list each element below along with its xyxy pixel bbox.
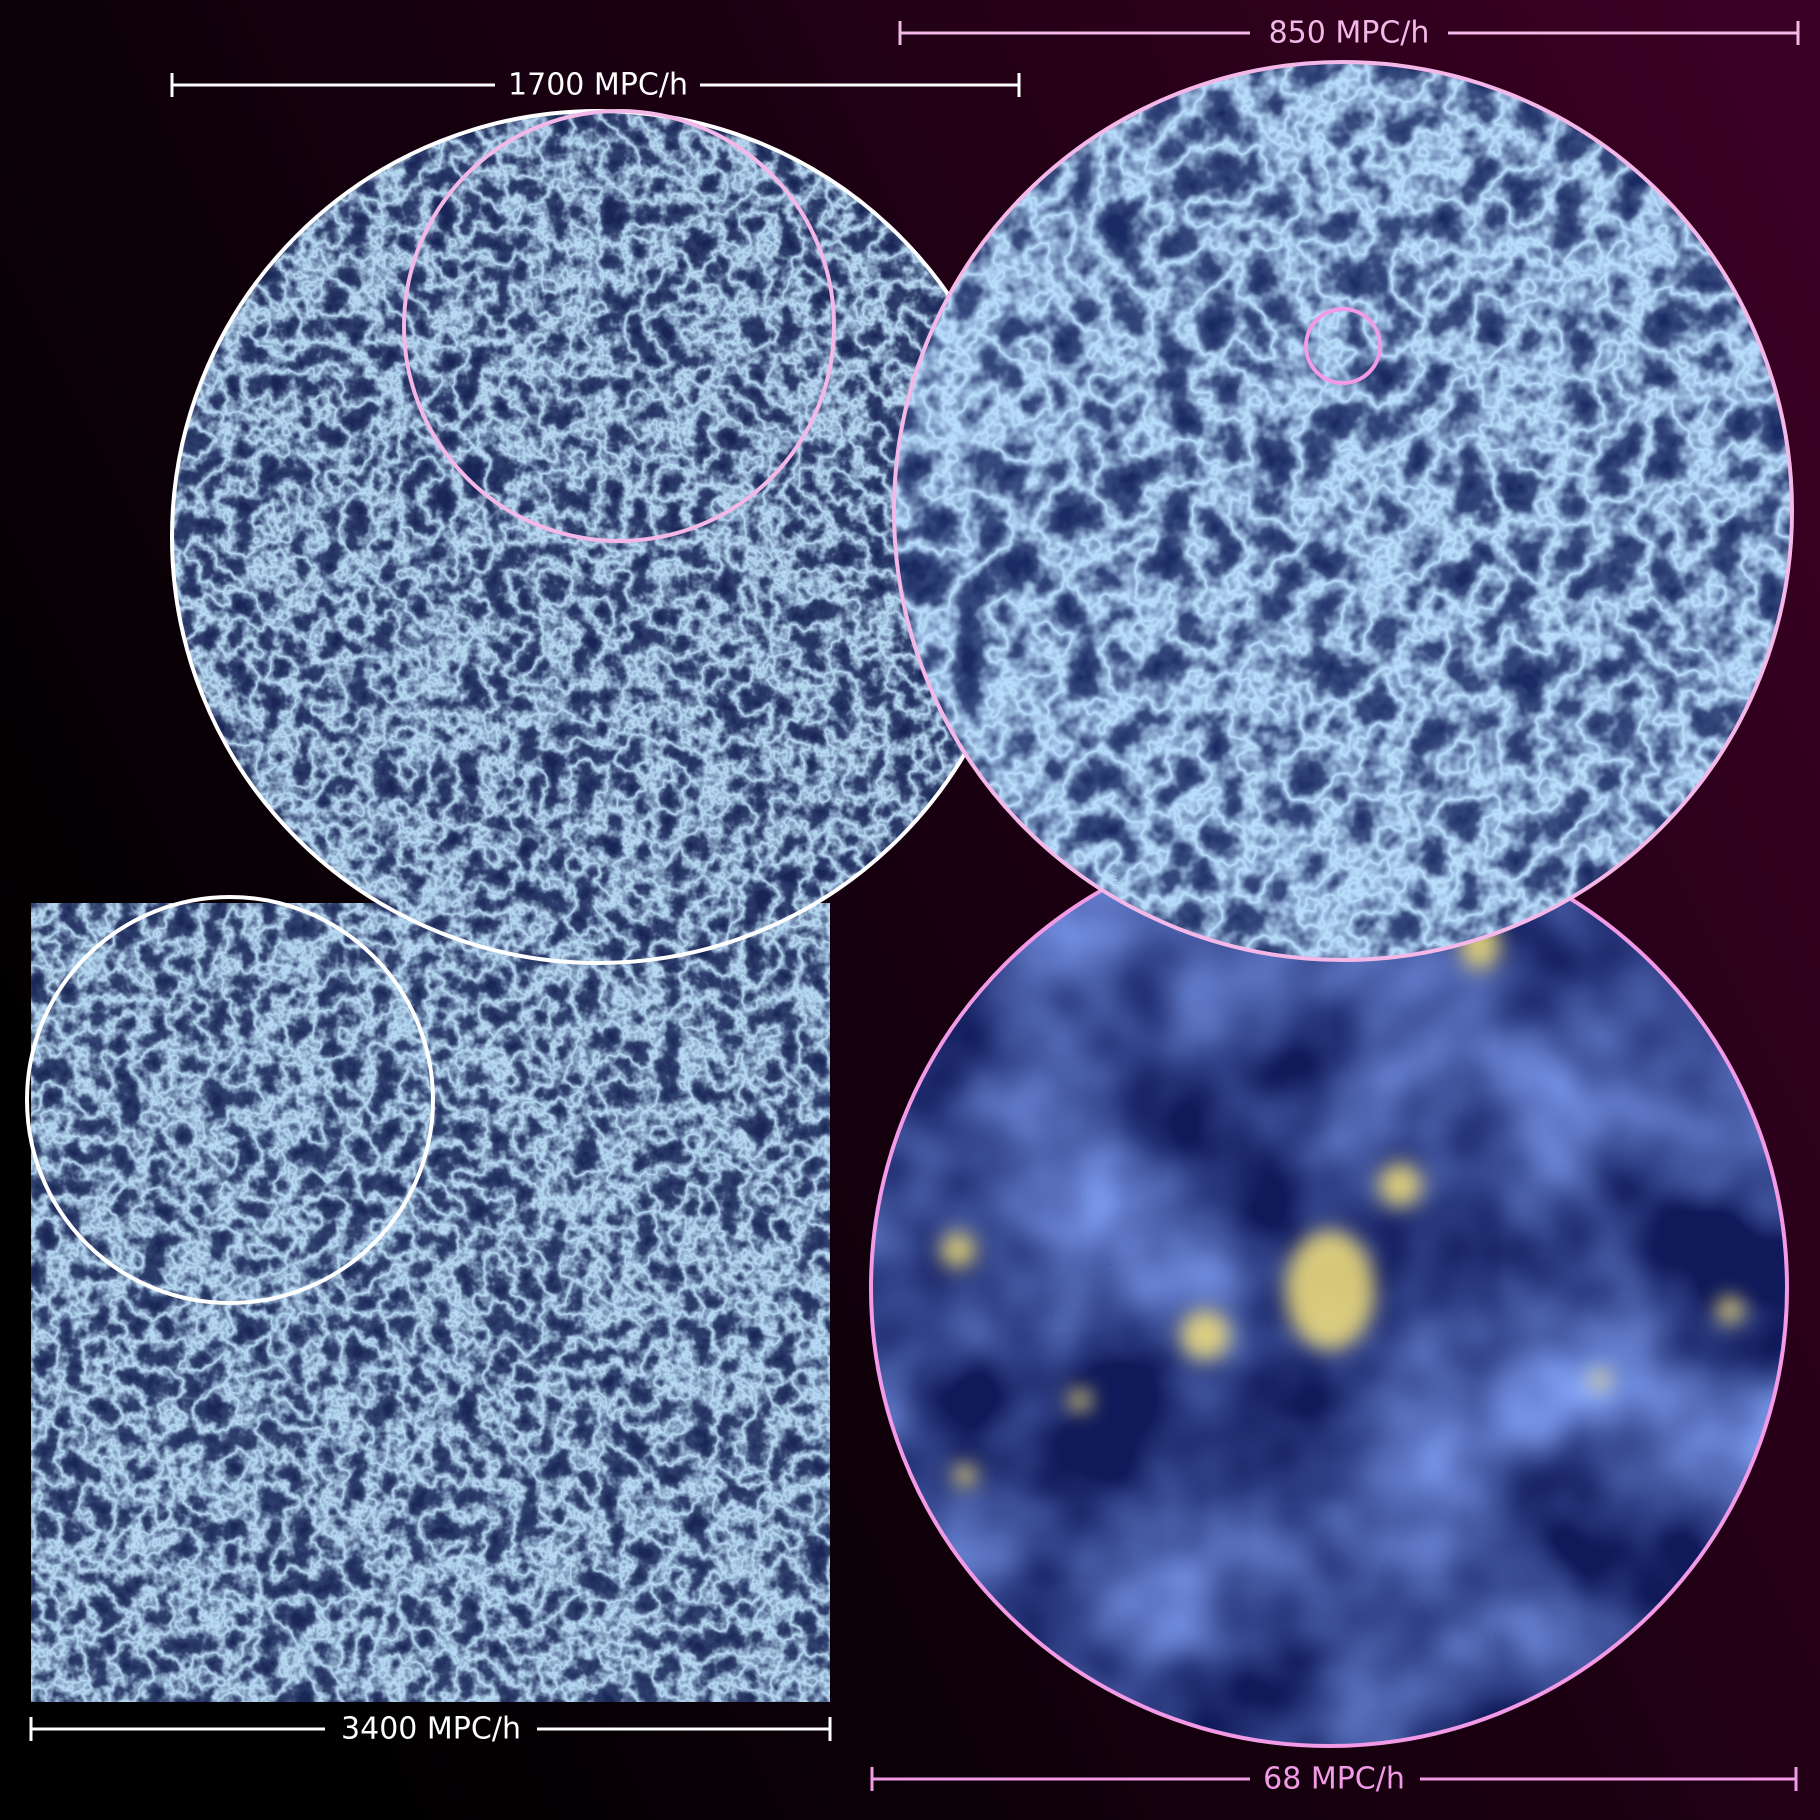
circle-panel-850 [894, 62, 1792, 960]
zoom-circle [402, 109, 836, 543]
zoom-circle [1304, 307, 1382, 385]
scale-bar [29, 1717, 832, 1741]
zoom-circle [25, 895, 435, 1305]
square-panel [31, 903, 830, 1702]
scale-label: 850 MPC/h [1269, 16, 1430, 51]
scale-bar [870, 1767, 1798, 1791]
scale-label: 68 MPC/h [1263, 1762, 1405, 1797]
scale-bar [898, 21, 1800, 45]
scale-label: 1700 MPC/h [508, 68, 688, 103]
circle-border [892, 60, 1794, 962]
circle-panel-1700 [172, 111, 1024, 963]
circle-panel-68 [871, 830, 1787, 1746]
scale-label: 3400 MPC/h [341, 1712, 521, 1747]
scale-bar [170, 73, 1021, 97]
